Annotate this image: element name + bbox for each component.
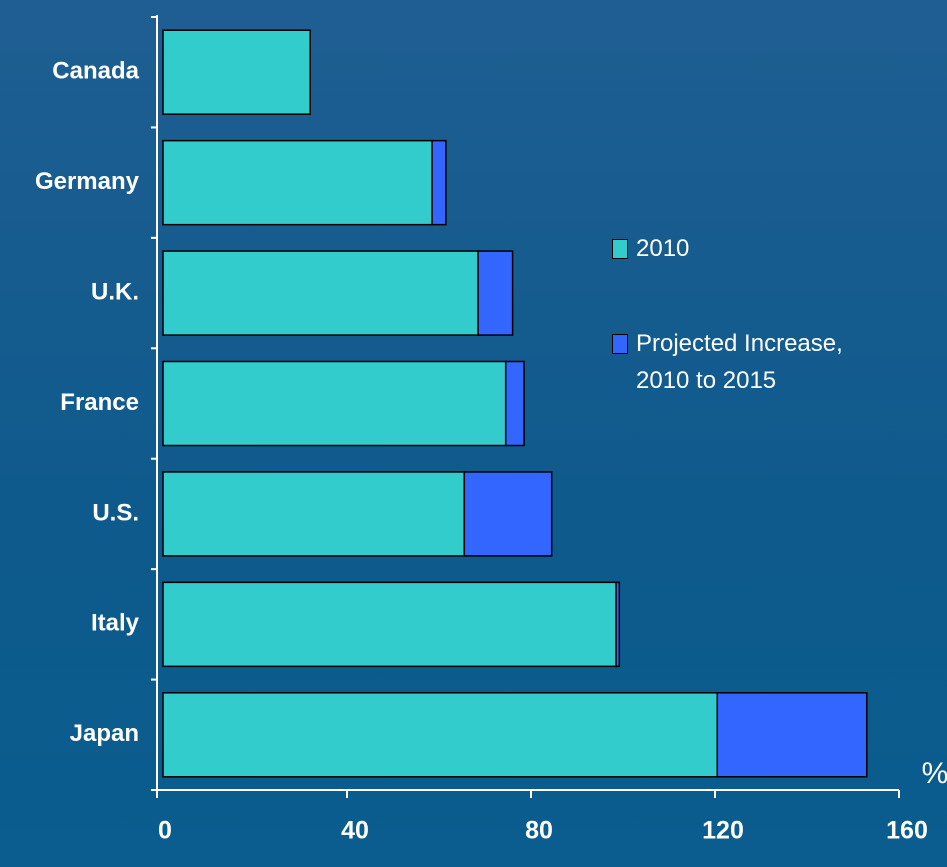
bar-segment (431, 139, 447, 226)
bar-segment (463, 471, 553, 557)
y-tick-label: Germany (35, 168, 140, 195)
y-tick-label: Italy (91, 610, 140, 637)
bar-segment (162, 360, 507, 447)
legend-swatch (612, 334, 628, 354)
y-tick-label: Japan (70, 720, 139, 747)
x-tick-label: 80 (525, 817, 553, 845)
bar-segment (162, 581, 617, 668)
bar-segment (162, 250, 479, 336)
x-tick-label: 160 (886, 817, 928, 845)
x-axis-label: % (922, 757, 947, 790)
bar-segment (162, 29, 311, 115)
legend-label: 2010 (636, 235, 690, 262)
x-tick-label: 40 (341, 817, 369, 845)
x-tick-label: 0 (158, 817, 172, 845)
y-tick-label: U.K. (91, 278, 139, 305)
legend-label: Projected Increase, 2010 to 2015 (636, 330, 843, 394)
bar-segment (162, 139, 433, 226)
y-tick-label: Canada (52, 58, 139, 85)
bar-segment (162, 692, 719, 778)
legend-item: 2010 (612, 230, 689, 267)
legend-swatch (612, 239, 628, 259)
y-tick-label: France (60, 389, 139, 416)
bar-segment (504, 360, 525, 447)
y-tick-label: U.S. (92, 499, 139, 526)
bar-segment (615, 581, 621, 668)
bar-segment (162, 471, 466, 557)
x-tick-label: 120 (702, 817, 744, 845)
bar-segment (477, 250, 514, 336)
bar-segment (716, 692, 868, 778)
legend-item: Projected Increase, 2010 to 2015 (612, 325, 882, 399)
